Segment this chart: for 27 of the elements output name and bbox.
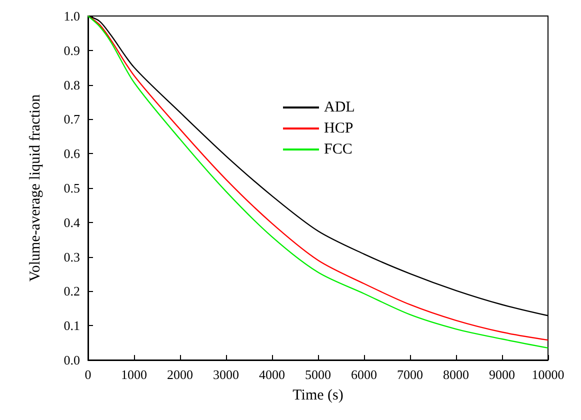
x-tick-label: 9000 (489, 367, 515, 382)
y-tick-label: 0.8 (64, 77, 80, 92)
x-tick-label: 8000 (443, 367, 469, 382)
x-tick-label: 3000 (213, 367, 239, 382)
y-tick-label: 0.6 (64, 146, 80, 162)
x-tick-label: 10000 (532, 367, 564, 382)
y-tick-label: 0.2 (64, 284, 80, 299)
legend-label: HCP (324, 120, 354, 136)
y-axis-title: Volume-average liquid fraction (28, 94, 44, 282)
y-tick-label: 0.3 (64, 249, 80, 264)
x-tick-label: 1000 (121, 367, 147, 382)
y-tick-label: 0.5 (64, 180, 80, 196)
y-tick-label: 0.7 (64, 112, 80, 127)
legend-label: ADL (324, 100, 355, 116)
x-tick-label: 6000 (351, 367, 377, 382)
legend-label: FCC (324, 142, 352, 158)
x-tick-label: 7000 (397, 367, 423, 382)
x-tick-label: 0 (84, 367, 92, 382)
y-tick-label: 1.0 (64, 8, 80, 24)
y-tick-label: 0.4 (64, 214, 80, 230)
x-tick-label: 2000 (167, 367, 193, 382)
x-axis-title: Time (s) (292, 388, 344, 404)
y-tick-label: 0.1 (64, 318, 80, 334)
y-tick-label: 0.0 (64, 352, 80, 368)
y-tick-label: 0.9 (64, 42, 80, 58)
x-tick-label: 5000 (305, 367, 331, 382)
x-tick-label: 4000 (259, 367, 285, 382)
